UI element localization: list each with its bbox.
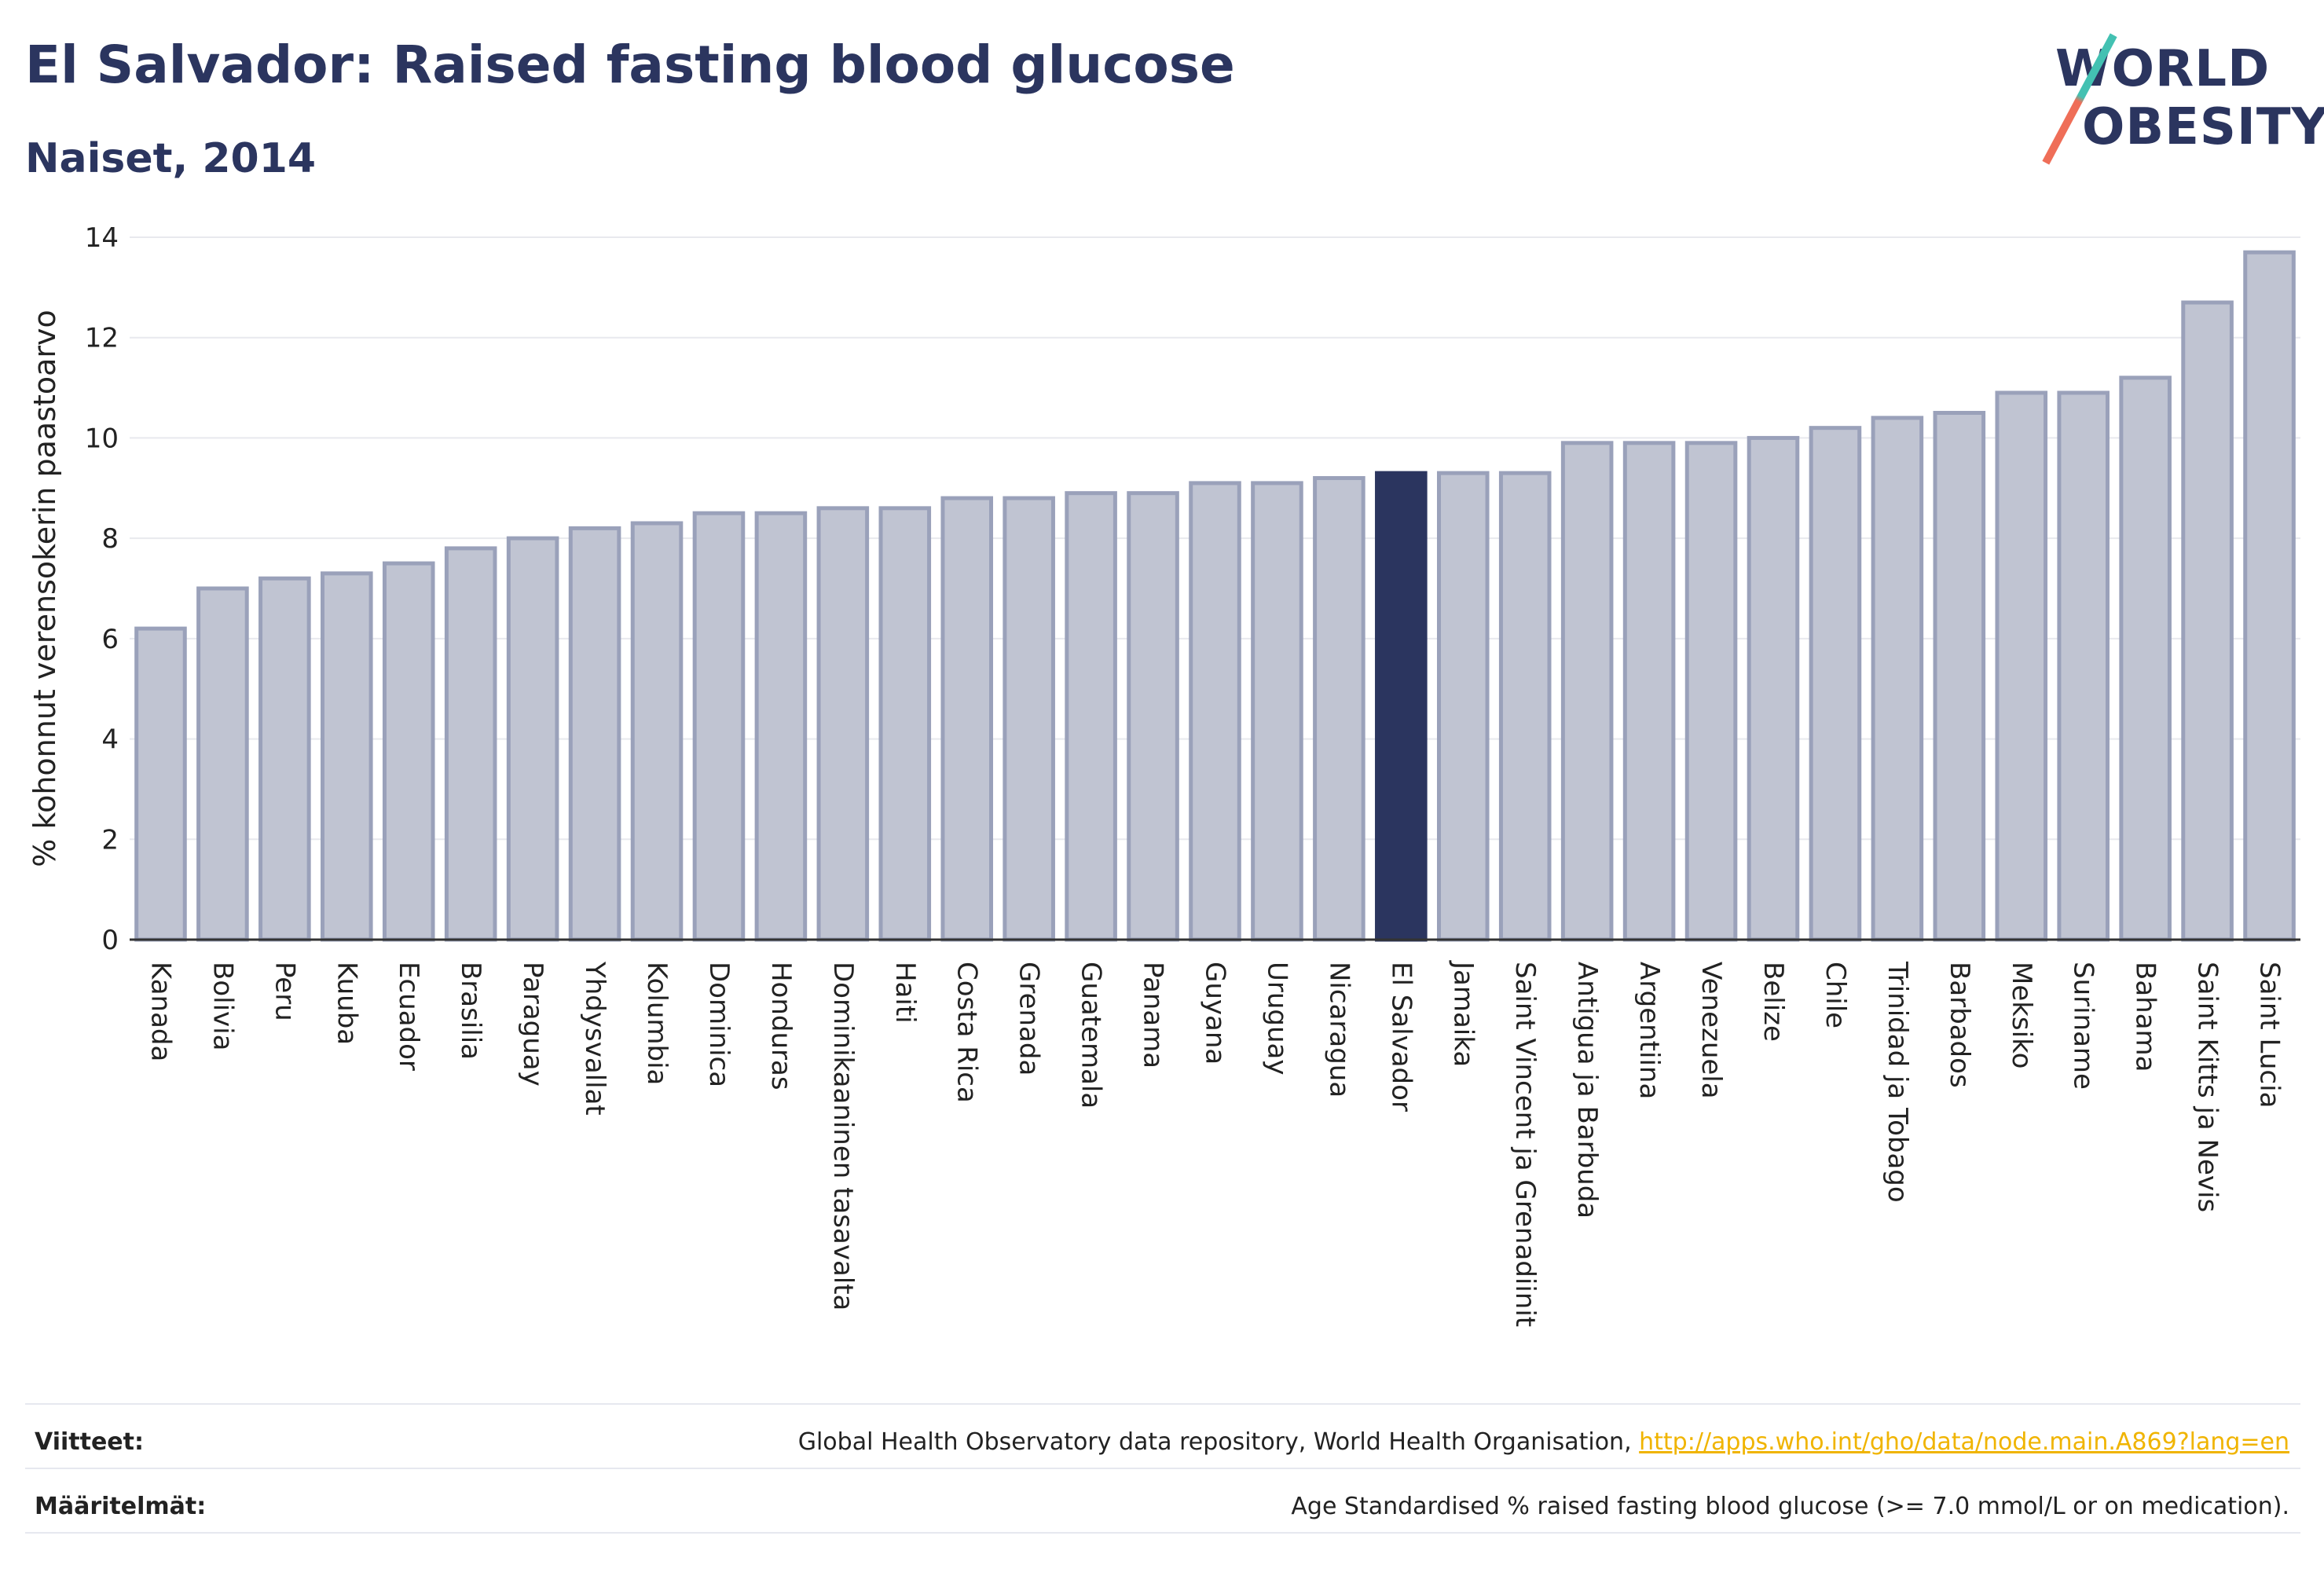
x-tick-label: Venezuela (1695, 962, 1727, 1099)
x-tick-label: Haiti (889, 962, 921, 1024)
bar (1560, 441, 1614, 942)
bar (692, 511, 746, 942)
y-tick-label: 6 (101, 624, 119, 655)
y-axis-label: % kohonnut verensokerin paastoarvo (27, 310, 62, 867)
bar (2243, 250, 2296, 942)
y-tick-label: 8 (101, 523, 119, 555)
bar (568, 526, 621, 942)
x-tick-label: Brasilia (455, 962, 486, 1060)
footer-divider-top (25, 1403, 2300, 1405)
bar (444, 546, 497, 942)
bar (1747, 435, 1800, 942)
sources-link[interactable]: http://apps.who.int/gho/data/node.main.A… (1639, 1428, 2289, 1456)
bar (1622, 441, 1676, 942)
bar (1189, 481, 1241, 942)
bar (754, 511, 808, 942)
x-tick-label: Paraguay (517, 962, 548, 1087)
x-tick-label: Jamaika (1447, 960, 1479, 1067)
x-tick-label: Saint Kitts ja Nevis (2192, 962, 2223, 1212)
bar (630, 521, 684, 942)
bar (506, 536, 559, 942)
chart-subtitle: Naiset, 2014 (25, 135, 317, 182)
bar-chart: 0 2 4 6 8 10 12 14 Kanada Bolivia Peru Kuuba Ecuador… (27, 222, 2300, 1327)
bar (134, 626, 187, 942)
x-tick-label: Suriname (2068, 962, 2099, 1090)
x-tick-label: Chile (1820, 962, 1851, 1028)
x-tick-label: Kanada (145, 962, 176, 1061)
bar (1498, 471, 1552, 942)
sources-description: Global Health Observatory data repositor… (797, 1428, 1640, 1456)
y-tick-label: 10 (85, 423, 119, 454)
bar (1065, 491, 1117, 942)
bar (2119, 376, 2172, 942)
x-tick-label: Kuuba (331, 962, 362, 1045)
bar (258, 576, 311, 942)
y-tick-label: 14 (85, 222, 119, 254)
x-tick-label: Panama (1138, 962, 1169, 1068)
x-tick-label: Bahama (2130, 962, 2161, 1072)
x-tick-label: Saint Vincent ja Grenadiinit (1509, 962, 1541, 1327)
x-tick-label: Dominica (703, 962, 735, 1087)
bar (1251, 481, 1303, 942)
x-tick-label: Honduras (765, 962, 797, 1090)
bar (2181, 300, 2234, 942)
x-tick-label: Dominikaaninen tasavalta (827, 962, 859, 1310)
definitions-label: Määritelmät: (35, 1493, 207, 1520)
y-tick-label: 0 (101, 925, 119, 956)
chart-title: El Salvador: Raised fasting blood glucos… (25, 35, 1235, 95)
bar (1127, 491, 1179, 942)
x-tick-label: Meksiko (2006, 962, 2037, 1068)
x-tick-label: El Salvador (1385, 962, 1417, 1112)
y-tick-label: 4 (101, 724, 119, 756)
x-tick-label: Guatemala (1076, 962, 1107, 1109)
x-tick-label: Argentiina (1633, 962, 1665, 1099)
bar (1871, 416, 1924, 942)
footer-divider-bottom (25, 1532, 2300, 1534)
x-tick-label: Costa Rica (951, 962, 983, 1103)
footer-divider-middle (25, 1468, 2300, 1469)
x-tick-label: Kolumbia (641, 962, 673, 1085)
x-tick-label: Ecuador (393, 962, 424, 1071)
bar (1809, 426, 1862, 942)
x-tick-label: Saint Lucia (2254, 962, 2286, 1108)
bar (382, 561, 435, 942)
x-tick-label: Belize (1758, 962, 1789, 1042)
bar (2057, 390, 2110, 942)
x-tick-label: Antigua ja Barbuda (1571, 962, 1603, 1219)
bar (196, 586, 249, 942)
bar (816, 506, 870, 942)
bar (1436, 471, 1490, 942)
x-tick-label: Grenada (1014, 962, 1045, 1076)
x-tick-label: Nicaragua (1323, 962, 1354, 1098)
bar (1003, 496, 1055, 942)
bar (1995, 390, 2048, 942)
y-tick-label: 12 (85, 323, 119, 354)
x-tick-label: Barbados (1944, 962, 1975, 1088)
sources-text: Global Health Observatory data repositor… (798, 1428, 2289, 1456)
bar (321, 571, 373, 942)
bar (1933, 411, 1986, 942)
definitions-text: Age Standardised % raised fasting blood … (1291, 1493, 2289, 1520)
bar (940, 496, 994, 942)
logo-line-2: OBESITY (2082, 98, 2324, 156)
sources-label: Viitteet: (35, 1428, 144, 1456)
x-tick-label: Bolivia (207, 962, 238, 1050)
x-tick-label: Peru (269, 962, 300, 1021)
x-tick-label: Uruguay (1261, 962, 1292, 1076)
y-tick-label: 2 (101, 824, 119, 856)
x-tick-label: Yhdysvallat (579, 961, 610, 1116)
x-tick-label: Guyana (1200, 962, 1231, 1065)
bar-highlight (1375, 471, 1428, 942)
world-obesity-logo: WORLD OBESITY (2035, 31, 2324, 165)
bar (1684, 441, 1738, 942)
x-tick-label: Trinidad ja Tobago (1882, 961, 1913, 1203)
bar (878, 506, 932, 942)
bar (1313, 476, 1365, 942)
